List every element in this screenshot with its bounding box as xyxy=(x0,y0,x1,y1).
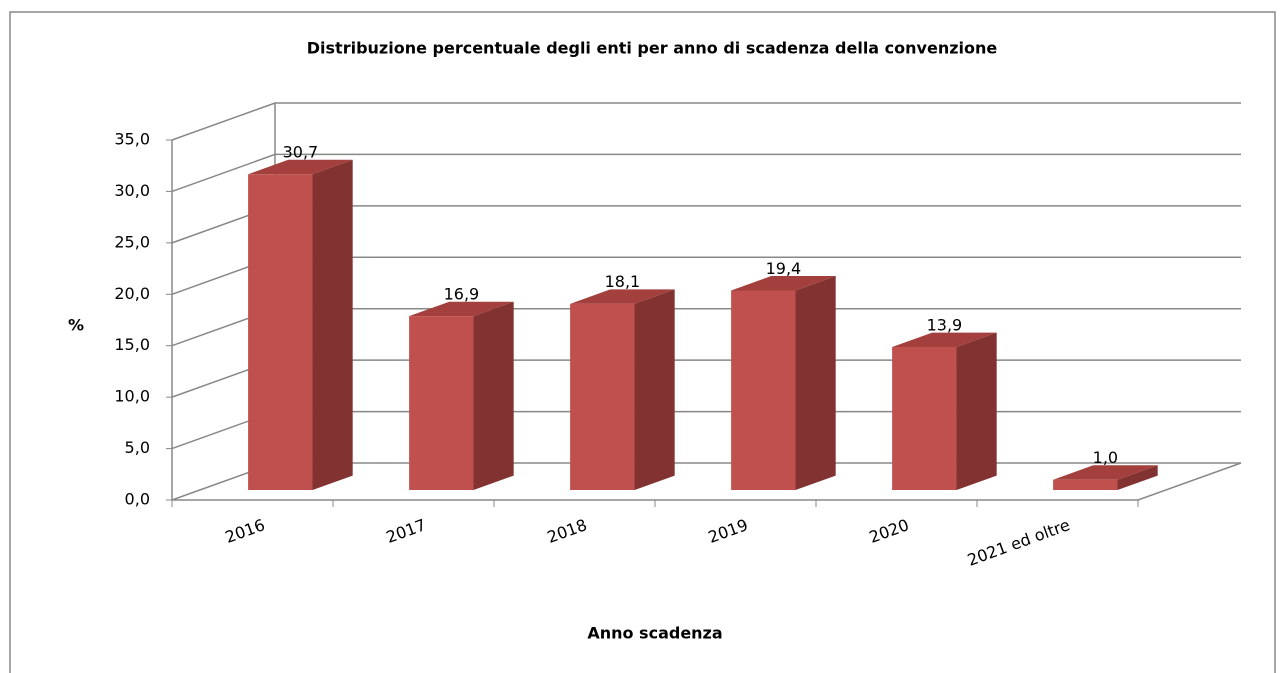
bar-top xyxy=(1053,465,1158,480)
value-label: 19,4 xyxy=(766,259,802,278)
y-tick-label: 15,0 xyxy=(114,335,150,354)
bar-top xyxy=(570,289,675,304)
bar-side xyxy=(312,159,353,491)
bar-side xyxy=(795,276,836,491)
value-label: 30,7 xyxy=(283,143,319,162)
y-axis-title: % xyxy=(68,316,84,335)
y-tick-label: 35,0 xyxy=(114,130,150,149)
bar xyxy=(1053,479,1118,491)
value-label: 1,0 xyxy=(1093,448,1118,467)
bar-top xyxy=(248,159,353,175)
chart-title: Distribuzione percentuale degli enti per… xyxy=(307,39,998,58)
bar-top xyxy=(892,332,997,348)
y-tick-label: 0,0 xyxy=(125,490,150,509)
bar-side xyxy=(634,289,675,491)
bar xyxy=(409,316,474,491)
bar-top xyxy=(731,276,836,291)
y-tick-label: 5,0 xyxy=(125,438,150,457)
y-tick-label: 30,0 xyxy=(114,181,150,200)
value-label: 13,9 xyxy=(927,315,963,334)
bar-side xyxy=(473,301,514,491)
value-label: 18,1 xyxy=(605,272,641,291)
bar-side xyxy=(956,332,997,491)
bar xyxy=(731,290,796,491)
y-tick-label: 20,0 xyxy=(114,284,150,303)
grid-line xyxy=(171,102,1241,141)
grid-line xyxy=(171,153,1241,193)
bar xyxy=(570,303,635,491)
y-tick-label: 10,0 xyxy=(114,387,150,406)
y-tick-label: 25,0 xyxy=(114,232,150,251)
x-axis-title: Anno scadenza xyxy=(587,624,722,643)
bar xyxy=(248,174,313,491)
bar xyxy=(892,347,957,491)
value-label: 16,9 xyxy=(444,284,480,303)
bar-side xyxy=(1117,465,1158,491)
bar-top xyxy=(409,301,514,317)
